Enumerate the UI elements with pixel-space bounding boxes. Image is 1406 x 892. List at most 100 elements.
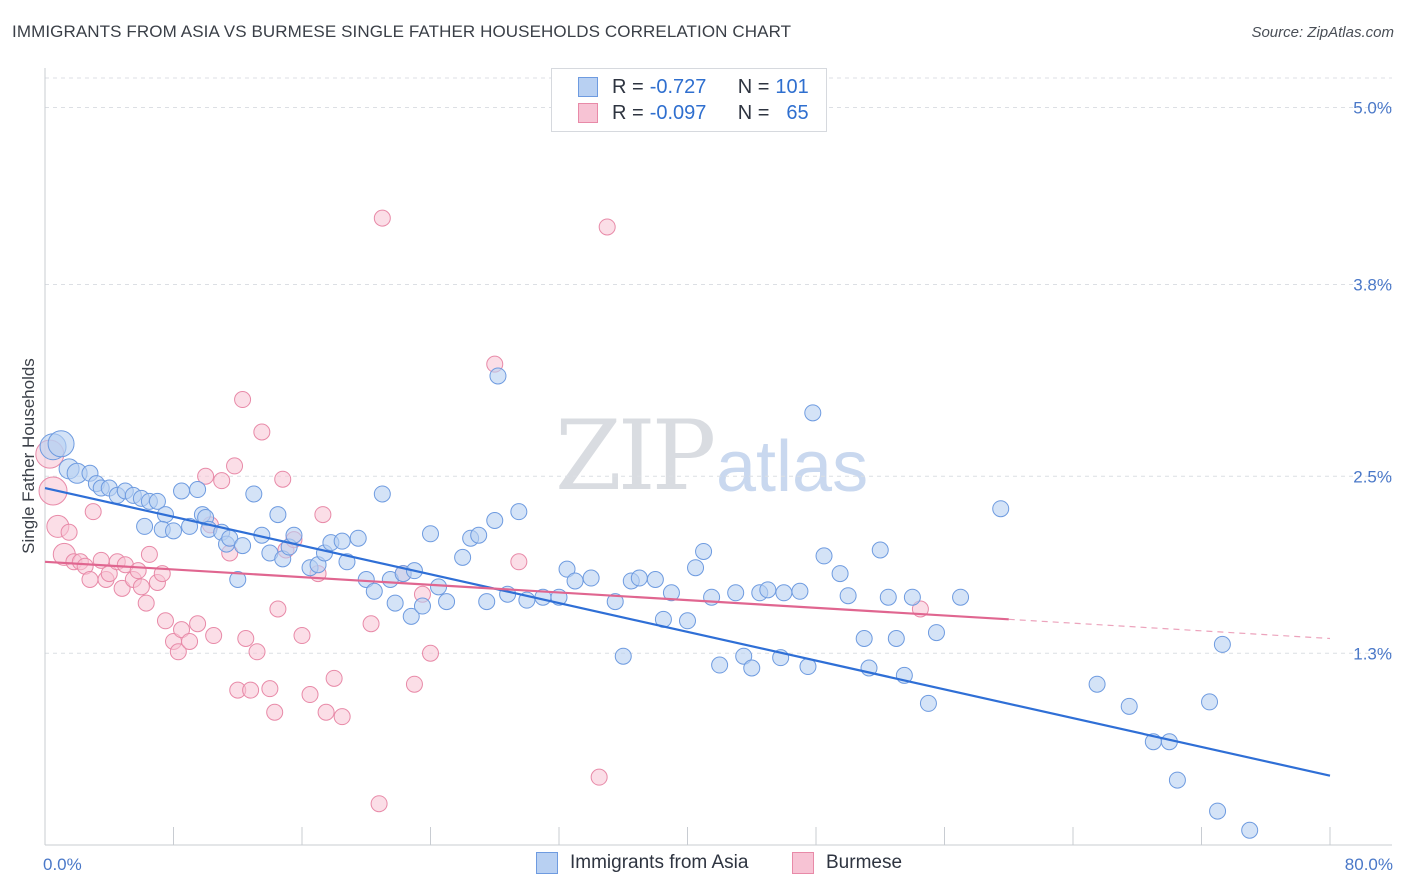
burmese-point <box>370 795 388 813</box>
burmese-point <box>293 627 311 645</box>
asia-point <box>919 694 937 712</box>
burmese-point <box>132 578 150 596</box>
burmese-point <box>84 503 102 521</box>
burmese-point <box>242 681 260 699</box>
asia-point <box>1168 771 1186 789</box>
burmese-point <box>373 209 391 227</box>
y-axis-label: Single Father Households <box>19 358 38 554</box>
burmese-point <box>213 472 231 490</box>
legend-item-burmese[interactable]: Burmese <box>792 852 902 874</box>
legend-n-value: 101 <box>775 75 809 98</box>
burmese-point <box>301 686 319 704</box>
tick-labels: 1.3% 2.5% 3.8% 5.0% 0.0% 80.0% <box>43 99 1393 875</box>
axes <box>44 68 1392 846</box>
asia-point <box>855 630 873 647</box>
legend-r-value: -0.727 <box>649 75 707 98</box>
grid-lines <box>45 77 1392 654</box>
burmese-point <box>181 632 199 650</box>
asia-point <box>687 559 705 577</box>
asia-point <box>679 612 696 630</box>
asia-point <box>365 582 383 600</box>
asia-point <box>695 542 713 560</box>
legend-item-asia[interactable]: Immigrants from Asia <box>536 852 748 874</box>
correlation-legend: R = -0.727 N = 101 R = -0.097 N = 65 <box>551 68 827 132</box>
burmese-point <box>317 703 335 721</box>
burmese-point <box>274 470 292 488</box>
asia-point <box>566 572 584 590</box>
burmese-point <box>333 708 351 726</box>
asia-point <box>1088 675 1106 693</box>
asia-point <box>338 553 356 571</box>
asia-point <box>606 593 624 611</box>
legend-r-label: R = <box>612 75 644 98</box>
burmese-trend-extension <box>1008 618 1331 640</box>
burmese-swatch <box>792 852 814 874</box>
asia-point <box>775 584 793 602</box>
asia-point <box>1201 693 1219 711</box>
asia-point <box>486 512 504 529</box>
asia-point <box>1120 697 1138 715</box>
watermark-zip: ZIP <box>555 400 716 512</box>
asia-point <box>430 578 448 596</box>
asia-swatch <box>536 852 558 874</box>
legend-r-value: -0.097 <box>649 101 707 124</box>
burmese-point <box>137 594 155 612</box>
burmese-point <box>422 644 439 662</box>
asia-point <box>386 594 404 612</box>
asia-point <box>229 571 247 588</box>
burmese-point <box>269 600 287 618</box>
burmese-point <box>169 643 187 661</box>
asia-point <box>839 587 857 605</box>
burmese-point <box>81 571 99 588</box>
asia-point <box>727 584 745 602</box>
burmese-point <box>405 675 423 693</box>
asia-swatch <box>578 77 598 97</box>
y-tick-label: 3.8% <box>1353 276 1392 295</box>
burmese-point <box>248 643 266 661</box>
asia-point <box>234 537 252 555</box>
asia-point <box>489 367 507 385</box>
asia-point <box>630 569 648 587</box>
burmese-point <box>140 545 158 563</box>
asia-point <box>759 581 777 599</box>
burmese-point <box>325 669 343 687</box>
asia-point <box>165 522 182 540</box>
burmese-point <box>261 680 279 698</box>
burmese-points <box>35 209 929 813</box>
watermark-atlas: atlas <box>716 427 869 507</box>
asia-point <box>582 569 600 587</box>
burmese-point <box>226 457 244 475</box>
asia-point <box>285 526 303 544</box>
asia-point <box>743 659 761 677</box>
asia-point <box>173 482 191 500</box>
x-tick-label: 0.0% <box>43 855 82 874</box>
burmese-point <box>113 579 131 597</box>
asia-point <box>887 630 905 647</box>
burmese-point <box>234 391 252 409</box>
asia-point <box>646 571 664 588</box>
asia-point <box>871 541 889 559</box>
asia-point <box>831 565 849 583</box>
legend-label-burmese: Burmese <box>826 852 903 873</box>
asia-point <box>815 547 833 565</box>
burmese-point <box>253 423 271 441</box>
legend-n-value: 65 <box>786 101 809 124</box>
burmese-point <box>60 523 78 541</box>
asia-point <box>402 607 420 625</box>
asia-point <box>711 656 729 674</box>
asia-point <box>735 647 753 665</box>
burmese-point <box>197 467 215 485</box>
asia-point <box>333 532 351 550</box>
asia-point <box>614 647 632 665</box>
asia-point <box>413 597 431 615</box>
asia-points <box>39 367 1259 839</box>
y-tick-label: 1.3% <box>1353 644 1392 663</box>
burmese-point <box>156 612 174 630</box>
asia-point <box>148 492 166 510</box>
asia-point <box>903 588 921 606</box>
asia-point <box>373 485 391 503</box>
burmese-point <box>173 621 191 639</box>
burmese-point <box>129 562 147 580</box>
burmese-point <box>314 506 332 524</box>
chart-title: IMMIGRANTS FROM ASIA VS BURMESE SINGLE F… <box>12 22 792 41</box>
